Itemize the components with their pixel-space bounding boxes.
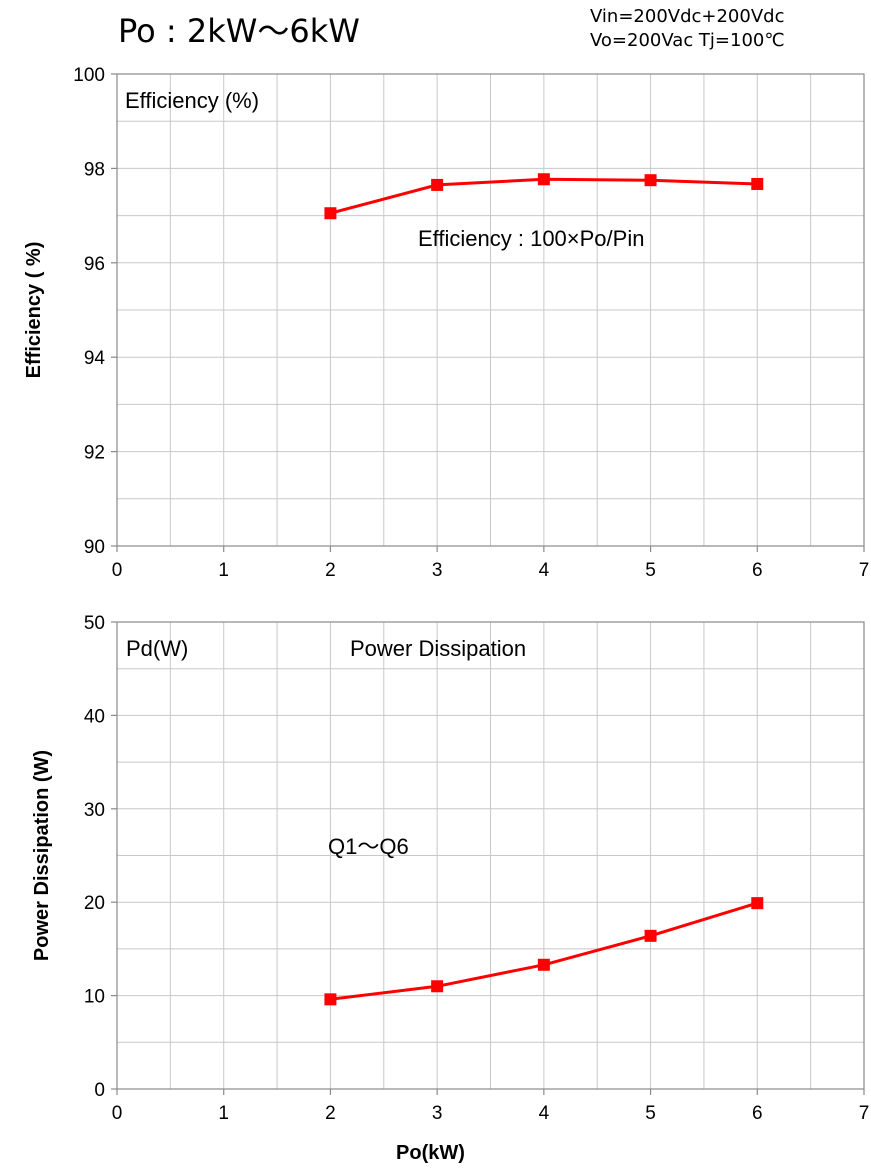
power-dissipation-x-tick-label: 1	[218, 1103, 229, 1124]
power-dissipation-y-tick-label: 50	[84, 613, 105, 634]
efficiency-x-tick-label: 4	[539, 560, 550, 581]
efficiency-y-tick-label: 94	[84, 348, 106, 369]
efficiency-plot-frame	[116, 73, 865, 547]
efficiency-y-axis-label: Efficiency ( %)	[23, 242, 45, 379]
power-dissipation-annotation: Power Dissipation	[350, 636, 526, 661]
power-dissipation-data-point	[431, 980, 444, 993]
efficiency-x-tick-label: 5	[645, 560, 656, 581]
power-dissipation-x-tick-label: 3	[432, 1103, 443, 1124]
power-dissipation-x-tick-label: 6	[752, 1103, 763, 1124]
efficiency-data-point	[537, 173, 550, 186]
efficiency-y-tick-label: 96	[84, 254, 105, 275]
power-dissipation-data-point	[751, 897, 764, 910]
efficiency-y-tick-label: 92	[84, 443, 105, 464]
efficiency-annotation: Efficiency : 100×Po/Pin	[418, 226, 644, 251]
power-dissipation-data-point	[537, 958, 550, 971]
efficiency-x-tick-label: 3	[432, 560, 443, 581]
page-title: Po : 2kW～6kW	[118, 12, 360, 50]
efficiency-data-point	[324, 207, 337, 220]
power-dissipation-data-point	[644, 929, 657, 942]
power-dissipation-x-tick-label: 4	[539, 1103, 550, 1124]
efficiency-y-tick-label: 98	[84, 159, 105, 180]
power-dissipation-y-tick-label: 30	[84, 800, 105, 821]
power-dissipation-x-tick-label: 7	[859, 1103, 870, 1124]
efficiency-x-tick-label: 1	[218, 560, 229, 581]
efficiency-x-tick-label: 0	[112, 560, 123, 581]
power-dissipation-x-axis-label: Po(kW)	[396, 1142, 465, 1164]
power-dissipation-annotation: Q1～Q6	[328, 834, 409, 859]
power-dissipation-y-tick-label: 10	[84, 987, 105, 1008]
efficiency-data-point	[751, 177, 764, 190]
power-dissipation-y-axis-label: Power Dissipation (W)	[31, 750, 53, 961]
power-dissipation-y-tick-label: 0	[94, 1080, 105, 1101]
efficiency-data-point	[644, 174, 657, 187]
condition-vo-tj: Vo=200Vac Tj=100℃	[590, 30, 785, 51]
efficiency-x-tick-label: 6	[752, 560, 763, 581]
efficiency-y-tick-label: 90	[84, 537, 105, 558]
efficiency-x-tick-label: 7	[859, 560, 870, 581]
efficiency-data-point	[431, 178, 444, 191]
efficiency-x-tick-label: 2	[325, 560, 336, 581]
power-dissipation-x-tick-label: 0	[112, 1103, 123, 1124]
power-dissipation-y-tick-label: 20	[84, 893, 105, 914]
power-dissipation-plot-frame	[116, 621, 865, 1090]
power-dissipation-x-tick-label: 5	[645, 1103, 656, 1124]
power-dissipation-x-tick-label: 2	[325, 1103, 336, 1124]
power-dissipation-annotation: Pd(W)	[126, 636, 188, 661]
efficiency-y-tick-label: 100	[73, 65, 105, 86]
efficiency-annotation: Efficiency (%)	[125, 88, 259, 113]
power-dissipation-data-point	[324, 993, 337, 1006]
power-dissipation-y-tick-label: 40	[84, 706, 105, 727]
condition-vin: Vin=200Vdc+200Vdc	[590, 6, 785, 27]
